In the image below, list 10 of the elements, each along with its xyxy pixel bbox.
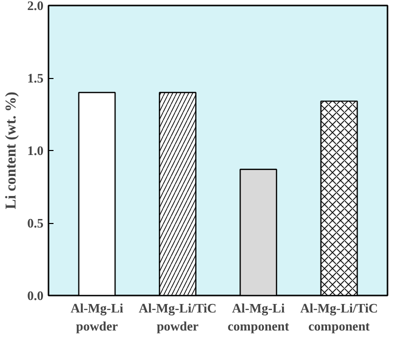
x-tick-label: Al-Mg-Li/TiC component bbox=[300, 300, 378, 334]
y-tick-label: 1.0 bbox=[27, 143, 44, 158]
x-tick-label: Al-Mg-Li powder bbox=[70, 300, 124, 334]
y-axis-title: Li content (wt. %) bbox=[3, 92, 20, 210]
y-tick-label: 0.0 bbox=[27, 288, 44, 303]
y-tick-label: 2.0 bbox=[27, 0, 44, 13]
x-tick-label: Al-Mg-Li component bbox=[228, 300, 290, 334]
x-tick-label: Al-Mg-Li/TiC powder bbox=[138, 300, 217, 334]
y-tick-label: 0.5 bbox=[27, 216, 44, 230]
y-tick-label: 1.5 bbox=[27, 70, 44, 86]
